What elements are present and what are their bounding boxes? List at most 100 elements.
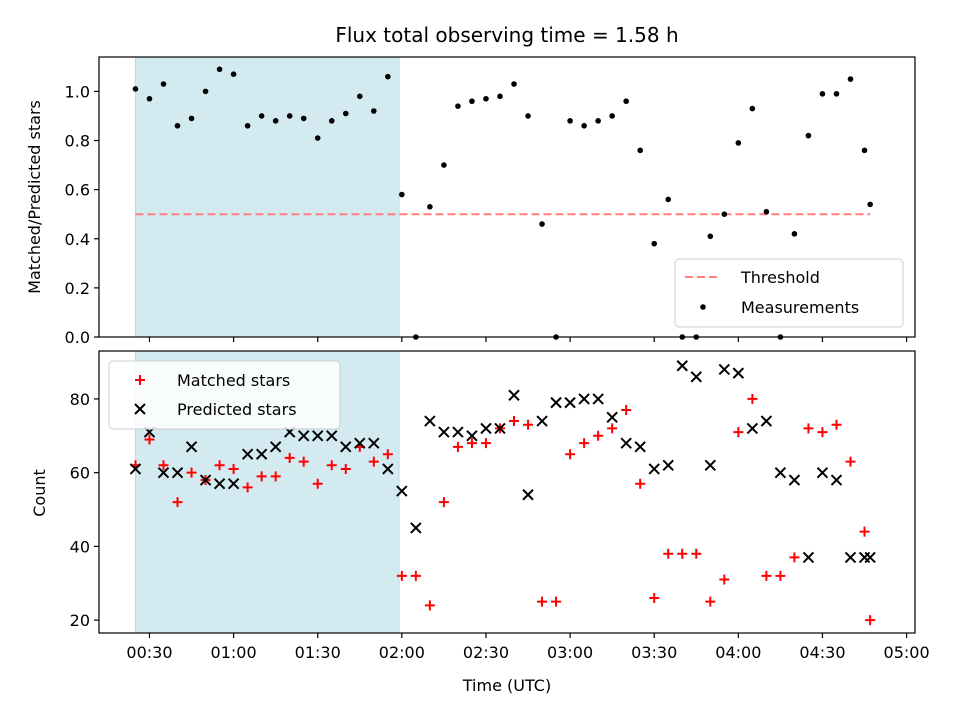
predicted-star-point bbox=[606, 411, 618, 424]
matched-star-point bbox=[537, 596, 548, 607]
measurement-point bbox=[216, 66, 223, 73]
predicted-star-point bbox=[157, 466, 170, 479]
measurement-point bbox=[525, 113, 531, 119]
predicted-star-point bbox=[494, 422, 506, 435]
measurement-point bbox=[244, 122, 251, 129]
matched-star-point bbox=[509, 416, 520, 427]
measurement-point bbox=[230, 71, 237, 77]
predicted-star-point bbox=[830, 474, 843, 486]
measurement-point bbox=[427, 204, 433, 210]
legend-matched-label: Matched stars bbox=[177, 371, 290, 390]
predicted-star-point bbox=[227, 477, 240, 490]
y-tick-label: 0.4 bbox=[65, 230, 90, 249]
measurement-point bbox=[371, 108, 377, 114]
predicted-star-point bbox=[241, 448, 254, 460]
matched-star-point bbox=[831, 419, 842, 430]
measurement-point bbox=[735, 140, 742, 146]
matched-star-point bbox=[452, 441, 463, 452]
legend-measurement-swatch bbox=[700, 304, 706, 310]
measurement-point bbox=[721, 211, 728, 217]
measurement-point bbox=[567, 118, 573, 124]
legend-matched-swatch bbox=[135, 375, 145, 385]
x-tick-label: 00:30 bbox=[126, 643, 172, 662]
predicted-star-point bbox=[171, 466, 184, 479]
predicted-star-point bbox=[774, 466, 787, 479]
matched-star-point bbox=[158, 460, 169, 471]
matched-star-point bbox=[691, 548, 702, 559]
matched-star-point bbox=[663, 548, 674, 559]
predicted-star-point bbox=[662, 459, 674, 471]
matched-star-point bbox=[480, 438, 491, 449]
measurement-point bbox=[399, 191, 405, 198]
measurement-point bbox=[581, 122, 587, 129]
matched-star-point bbox=[256, 471, 267, 482]
measurement-point bbox=[651, 240, 658, 247]
predicted-star-point bbox=[550, 396, 562, 409]
measurement-point bbox=[847, 76, 854, 82]
predicted-star-point bbox=[410, 522, 422, 534]
predicted-star-point bbox=[746, 422, 759, 435]
measurement-point bbox=[791, 231, 798, 237]
legend: Matched stars Predicted stars bbox=[108, 360, 341, 430]
measurement-point bbox=[861, 147, 868, 154]
predicted-star-point bbox=[269, 441, 282, 453]
matched-star-point bbox=[677, 548, 688, 559]
measurement-point bbox=[356, 93, 363, 100]
predicted-star-point bbox=[508, 389, 520, 401]
predicted-star-point bbox=[255, 448, 268, 460]
predicted-star-point bbox=[802, 551, 815, 564]
bottom-panel: 20 40 60 80 00:30 01:00 01:30 02:00 02:30 03:00 03… bbox=[70, 350, 930, 662]
predicted-star-point bbox=[536, 415, 548, 427]
matched-star-point bbox=[551, 596, 562, 607]
predicted-star-point bbox=[788, 474, 801, 486]
y-tick-label: 0.0 bbox=[65, 328, 90, 347]
matched-star-point bbox=[635, 478, 646, 489]
measurement-point bbox=[258, 113, 265, 119]
x-tick-label: 05:00 bbox=[884, 643, 930, 662]
predicted-star-point bbox=[368, 437, 380, 449]
y-tick-label: 60 bbox=[70, 464, 90, 483]
measurement-point bbox=[455, 103, 461, 109]
predicted-star-point bbox=[382, 463, 394, 475]
matched-star-point bbox=[621, 404, 632, 415]
predicted-star-point bbox=[466, 430, 478, 442]
legend-box bbox=[108, 360, 341, 430]
legend-box bbox=[674, 258, 904, 328]
matched-star-point bbox=[368, 456, 379, 467]
matched-star-point bbox=[466, 438, 477, 449]
matched-star-point bbox=[340, 463, 351, 474]
matched-star-point bbox=[326, 460, 337, 471]
measurement-point bbox=[511, 81, 517, 87]
legend-measurement-label: Measurements bbox=[741, 298, 859, 317]
y-tick-label: 0.2 bbox=[65, 279, 90, 298]
measurement-point bbox=[202, 88, 209, 95]
predicted-star-point bbox=[297, 430, 310, 442]
measurement-point bbox=[483, 95, 489, 102]
predicted-star-point bbox=[704, 459, 717, 471]
predicted-star-point bbox=[816, 466, 829, 479]
predicted-star-point bbox=[634, 441, 646, 453]
x-tick-label: 01:00 bbox=[211, 643, 257, 662]
matched-star-point bbox=[396, 570, 407, 581]
matched-star-point bbox=[172, 497, 183, 508]
measurement-point bbox=[623, 98, 629, 105]
matched-star-point bbox=[312, 478, 323, 489]
measurement-point bbox=[146, 95, 153, 102]
matched-star-point bbox=[523, 419, 534, 430]
matched-star-point bbox=[817, 427, 828, 438]
predicted-star-point bbox=[312, 430, 324, 442]
measurement-point bbox=[342, 110, 349, 117]
matched-star-point bbox=[775, 570, 786, 581]
measurement-point bbox=[174, 122, 181, 129]
measurement-point bbox=[469, 98, 475, 105]
shaded-region bbox=[134, 56, 400, 338]
measurement-point bbox=[867, 201, 873, 208]
matched-star-point bbox=[382, 449, 393, 460]
predicted-star-point bbox=[480, 422, 492, 435]
legend-predicted-label: Predicted stars bbox=[177, 400, 297, 419]
matched-star-point bbox=[270, 471, 281, 482]
legend-predicted-swatch bbox=[134, 403, 146, 415]
x-tick-label: 02:00 bbox=[379, 643, 425, 662]
measurement-point bbox=[441, 162, 447, 168]
